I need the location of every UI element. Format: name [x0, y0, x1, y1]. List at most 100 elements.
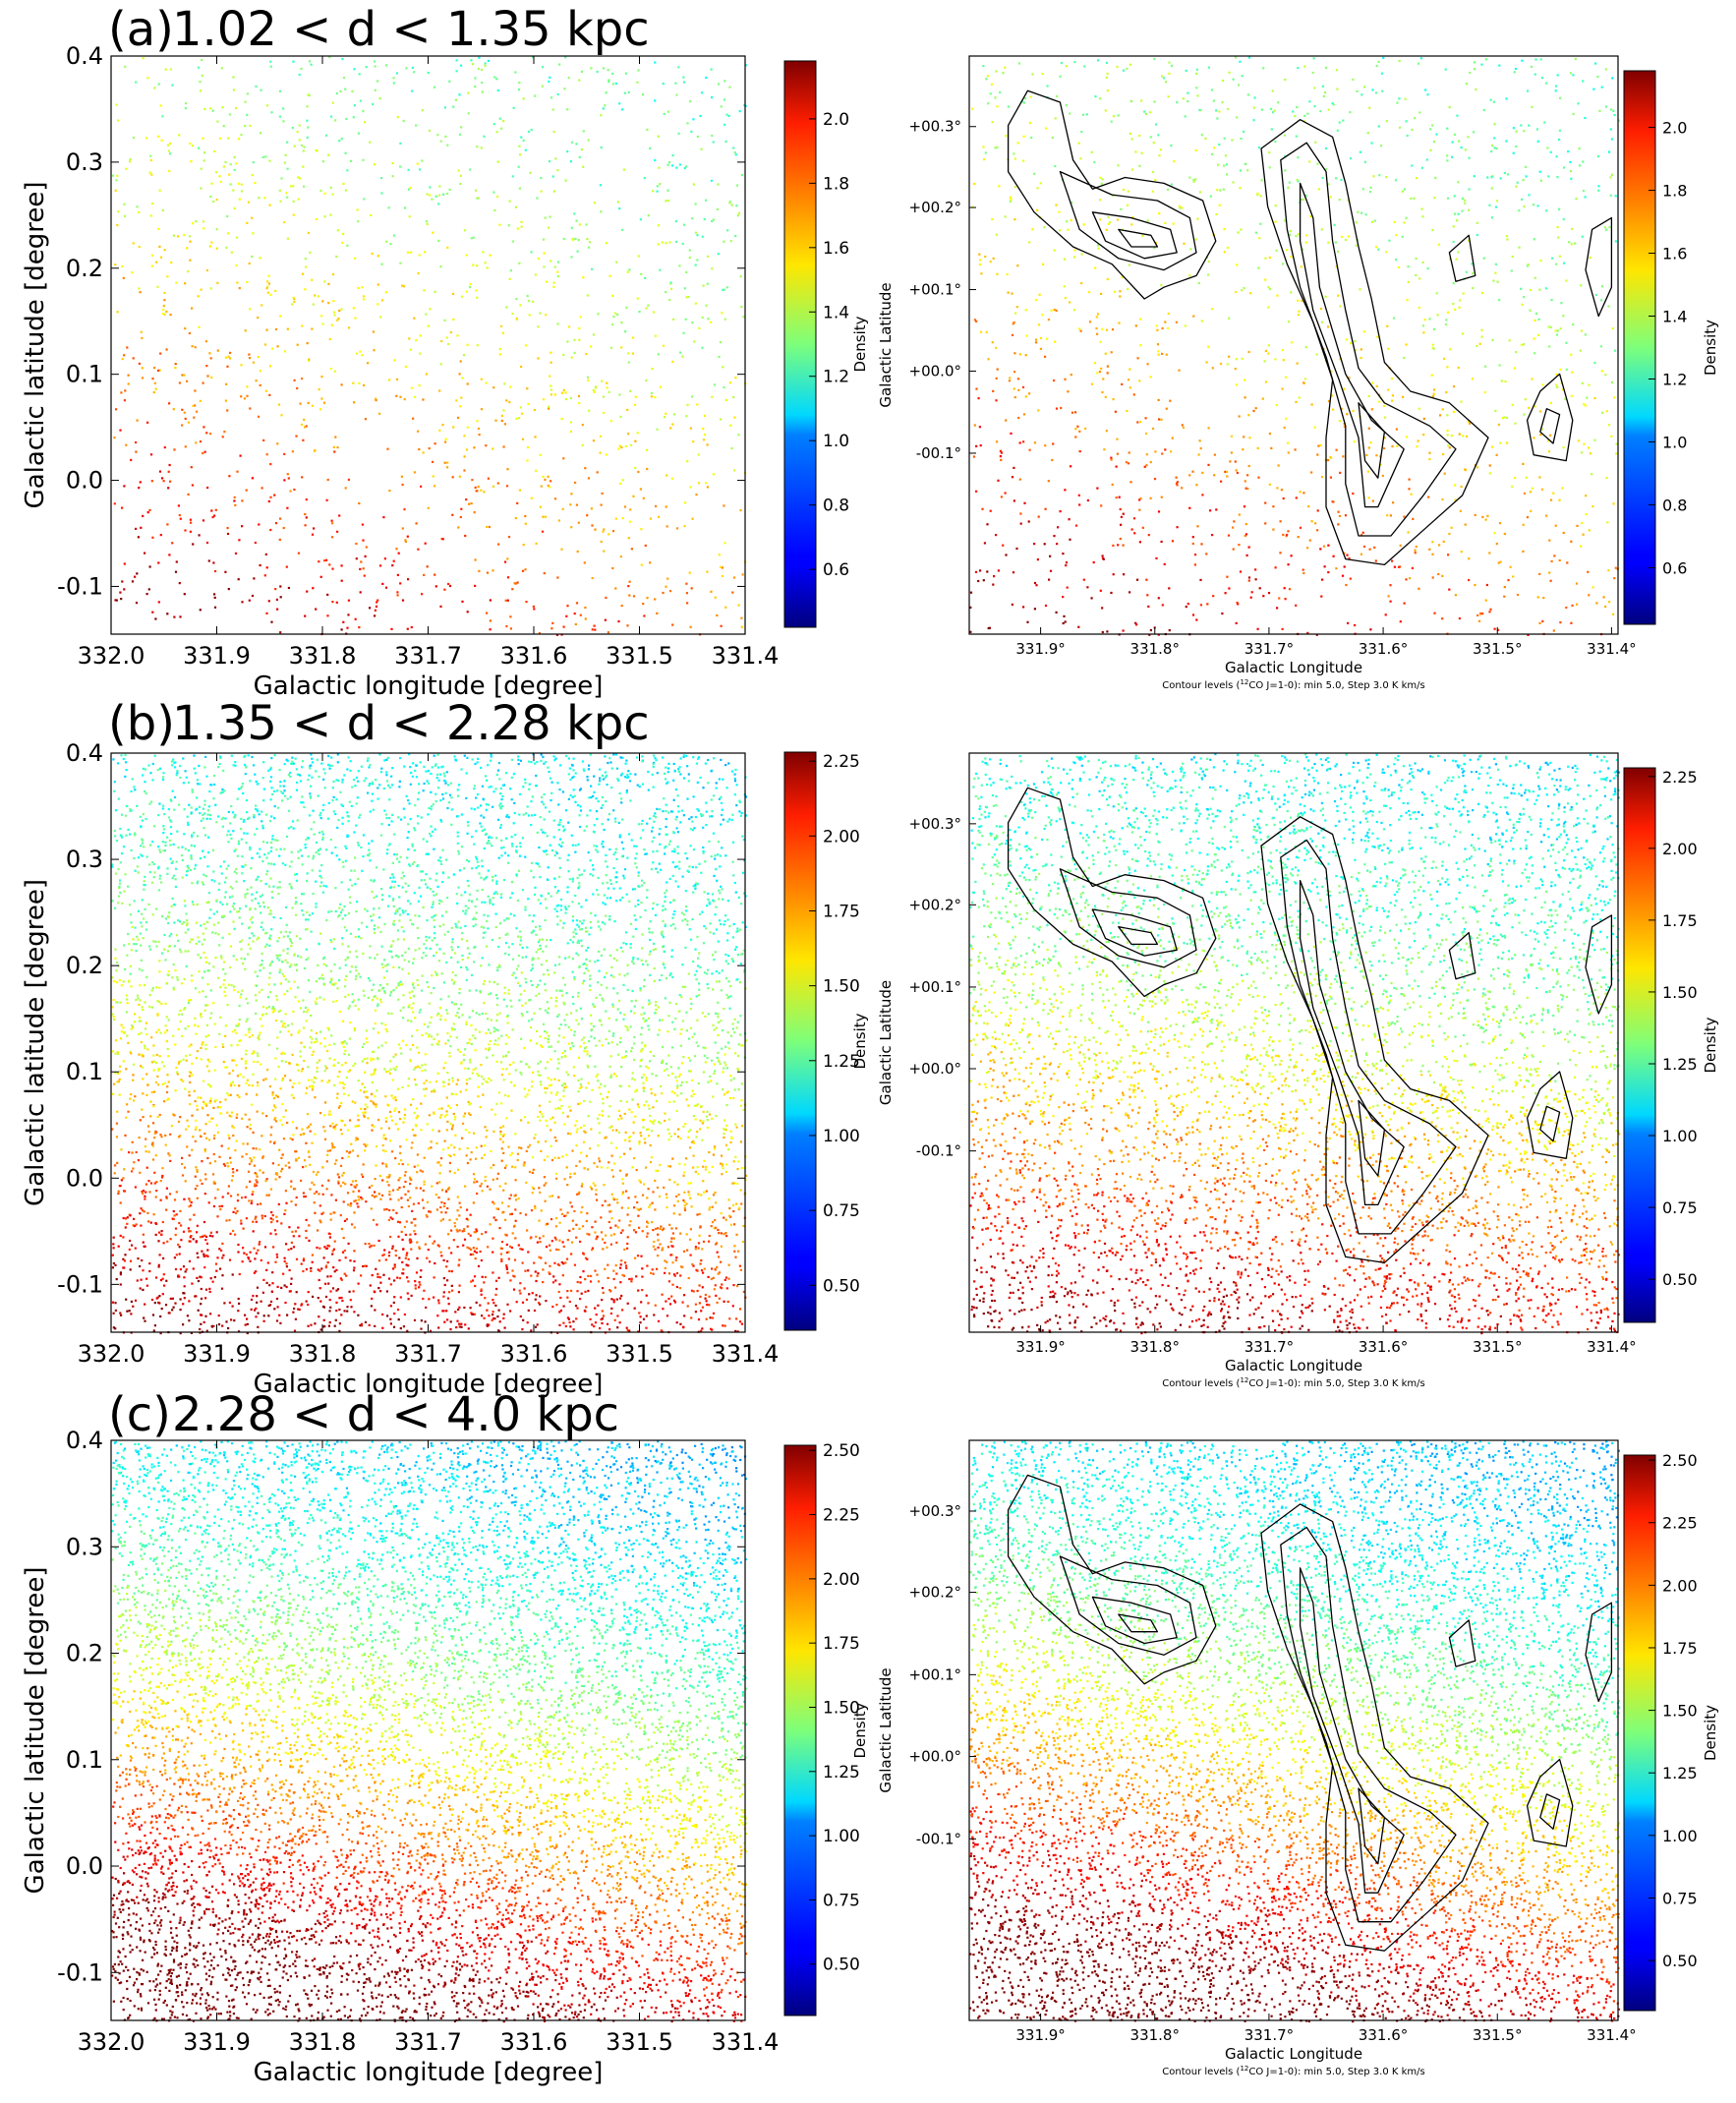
scatter-point — [375, 399, 377, 402]
scatter-point — [1584, 116, 1587, 120]
scatter-point — [120, 1023, 123, 1026]
scatter-point — [566, 150, 569, 153]
scatter-point — [381, 1326, 384, 1329]
scatter-point — [136, 419, 139, 422]
scatter-point — [407, 884, 410, 888]
scatter-point — [1559, 327, 1562, 330]
scatter-point — [721, 312, 723, 315]
scatter-point — [1264, 278, 1267, 281]
scatter-point — [236, 281, 239, 284]
scatter-point — [664, 907, 666, 910]
scatter-point — [567, 821, 570, 824]
scatter-point — [1515, 130, 1518, 133]
scatter-point — [677, 1067, 680, 1070]
scatter-point — [302, 1166, 305, 1169]
scatter-point — [1503, 595, 1506, 598]
scatter-point — [540, 1083, 543, 1086]
scatter-point — [634, 395, 637, 398]
scatter-point — [399, 582, 402, 585]
scatter-point — [411, 89, 414, 92]
scatter-point — [1052, 442, 1055, 445]
scatter-point — [189, 518, 192, 521]
scatter-point — [505, 1264, 508, 1267]
scatter-point — [520, 412, 524, 415]
scatter-point — [187, 1227, 190, 1230]
scatter-point — [640, 563, 643, 566]
scatter-point — [987, 626, 990, 630]
scatter-point — [651, 931, 654, 934]
scatter-point — [1601, 411, 1604, 414]
scatter-point — [527, 1269, 530, 1272]
scatter-point — [601, 843, 604, 846]
scatter-point — [197, 1096, 200, 1099]
scatter-point — [575, 1144, 578, 1147]
scatter-point — [1119, 507, 1122, 511]
scatter-point — [426, 193, 429, 196]
scatter-point — [1343, 387, 1346, 390]
scatter-point — [1196, 94, 1199, 97]
scatter-point — [445, 336, 448, 339]
scatter-point — [514, 1194, 517, 1197]
scatter-point — [1533, 276, 1536, 279]
scatter-point — [370, 1057, 373, 1060]
scatter-point — [1429, 128, 1432, 131]
scatter-point — [1162, 77, 1166, 80]
scatter-point — [346, 811, 349, 814]
scatter-point — [1337, 510, 1340, 513]
scatter-point — [1448, 258, 1452, 261]
scatter-point — [1410, 493, 1413, 496]
scatter-point — [625, 1050, 628, 1053]
scatter-point — [673, 1091, 676, 1094]
scatter-point — [569, 794, 572, 797]
scatter-point — [606, 1246, 608, 1249]
scatter-point — [1558, 138, 1561, 142]
scatter-point — [494, 788, 497, 790]
scatter-point — [148, 508, 151, 511]
scatter-point — [124, 65, 127, 68]
scatter-point — [619, 1099, 622, 1102]
scatter-point — [414, 1280, 417, 1283]
scatter-point — [569, 503, 572, 506]
scatter-point — [654, 757, 657, 760]
scatter-point — [548, 80, 550, 84]
scatter-point — [687, 1182, 690, 1185]
scatter-point — [325, 848, 328, 851]
scatter-point — [257, 875, 260, 878]
scatter-point — [1552, 629, 1555, 632]
scatter-point — [566, 605, 569, 608]
scatter-point — [498, 1185, 501, 1188]
scatter-point — [1112, 544, 1115, 547]
scatter-point — [1503, 532, 1506, 536]
scatter-point — [1012, 571, 1015, 574]
scatter-point — [716, 207, 719, 210]
scatter-point — [507, 1257, 510, 1260]
scatter-point — [1122, 512, 1125, 515]
scatter-point — [645, 307, 648, 310]
scatter-point — [1306, 631, 1309, 634]
scatter-point — [1104, 109, 1107, 112]
scatter-point — [444, 438, 447, 440]
scatter-point — [1467, 239, 1471, 242]
scatter-point — [1127, 287, 1129, 290]
scatter-point — [171, 1297, 174, 1300]
scatter-point — [233, 849, 236, 852]
scatter-point — [561, 1274, 564, 1277]
scatter-point — [456, 1246, 459, 1249]
scatter-point — [1452, 303, 1455, 306]
scatter-point — [354, 257, 357, 260]
scatter-point — [487, 59, 490, 62]
scatter-point — [241, 989, 244, 992]
scatter-point — [147, 903, 150, 905]
scatter-point — [142, 1066, 145, 1069]
scatter-point — [1562, 531, 1565, 535]
scatter-point — [241, 499, 244, 502]
scatter-point — [314, 448, 317, 452]
scatter-point — [669, 281, 672, 284]
scatter-point — [168, 152, 172, 155]
scatter-point — [1454, 308, 1457, 311]
scatter-point — [1488, 472, 1491, 475]
scatter-point — [1503, 171, 1506, 175]
scatter-point — [723, 1133, 725, 1136]
scatter-point — [1160, 418, 1163, 421]
scatter-point — [159, 534, 162, 537]
